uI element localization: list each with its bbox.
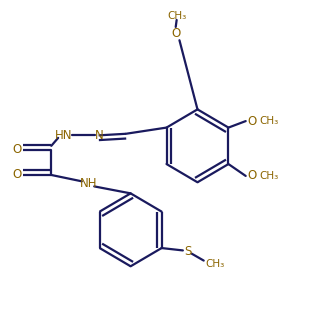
- Text: NH: NH: [80, 177, 97, 191]
- Text: N: N: [95, 129, 104, 142]
- Text: CH₃: CH₃: [168, 11, 187, 21]
- Text: O: O: [171, 27, 180, 40]
- Text: S: S: [184, 244, 192, 258]
- Text: HN: HN: [55, 129, 72, 142]
- Text: O: O: [12, 143, 22, 156]
- Text: CH₃: CH₃: [259, 116, 279, 126]
- Text: O: O: [12, 168, 22, 182]
- Text: O: O: [247, 169, 257, 183]
- Text: CH₃: CH₃: [205, 259, 224, 269]
- Text: O: O: [247, 114, 257, 128]
- Text: CH₃: CH₃: [259, 171, 279, 181]
